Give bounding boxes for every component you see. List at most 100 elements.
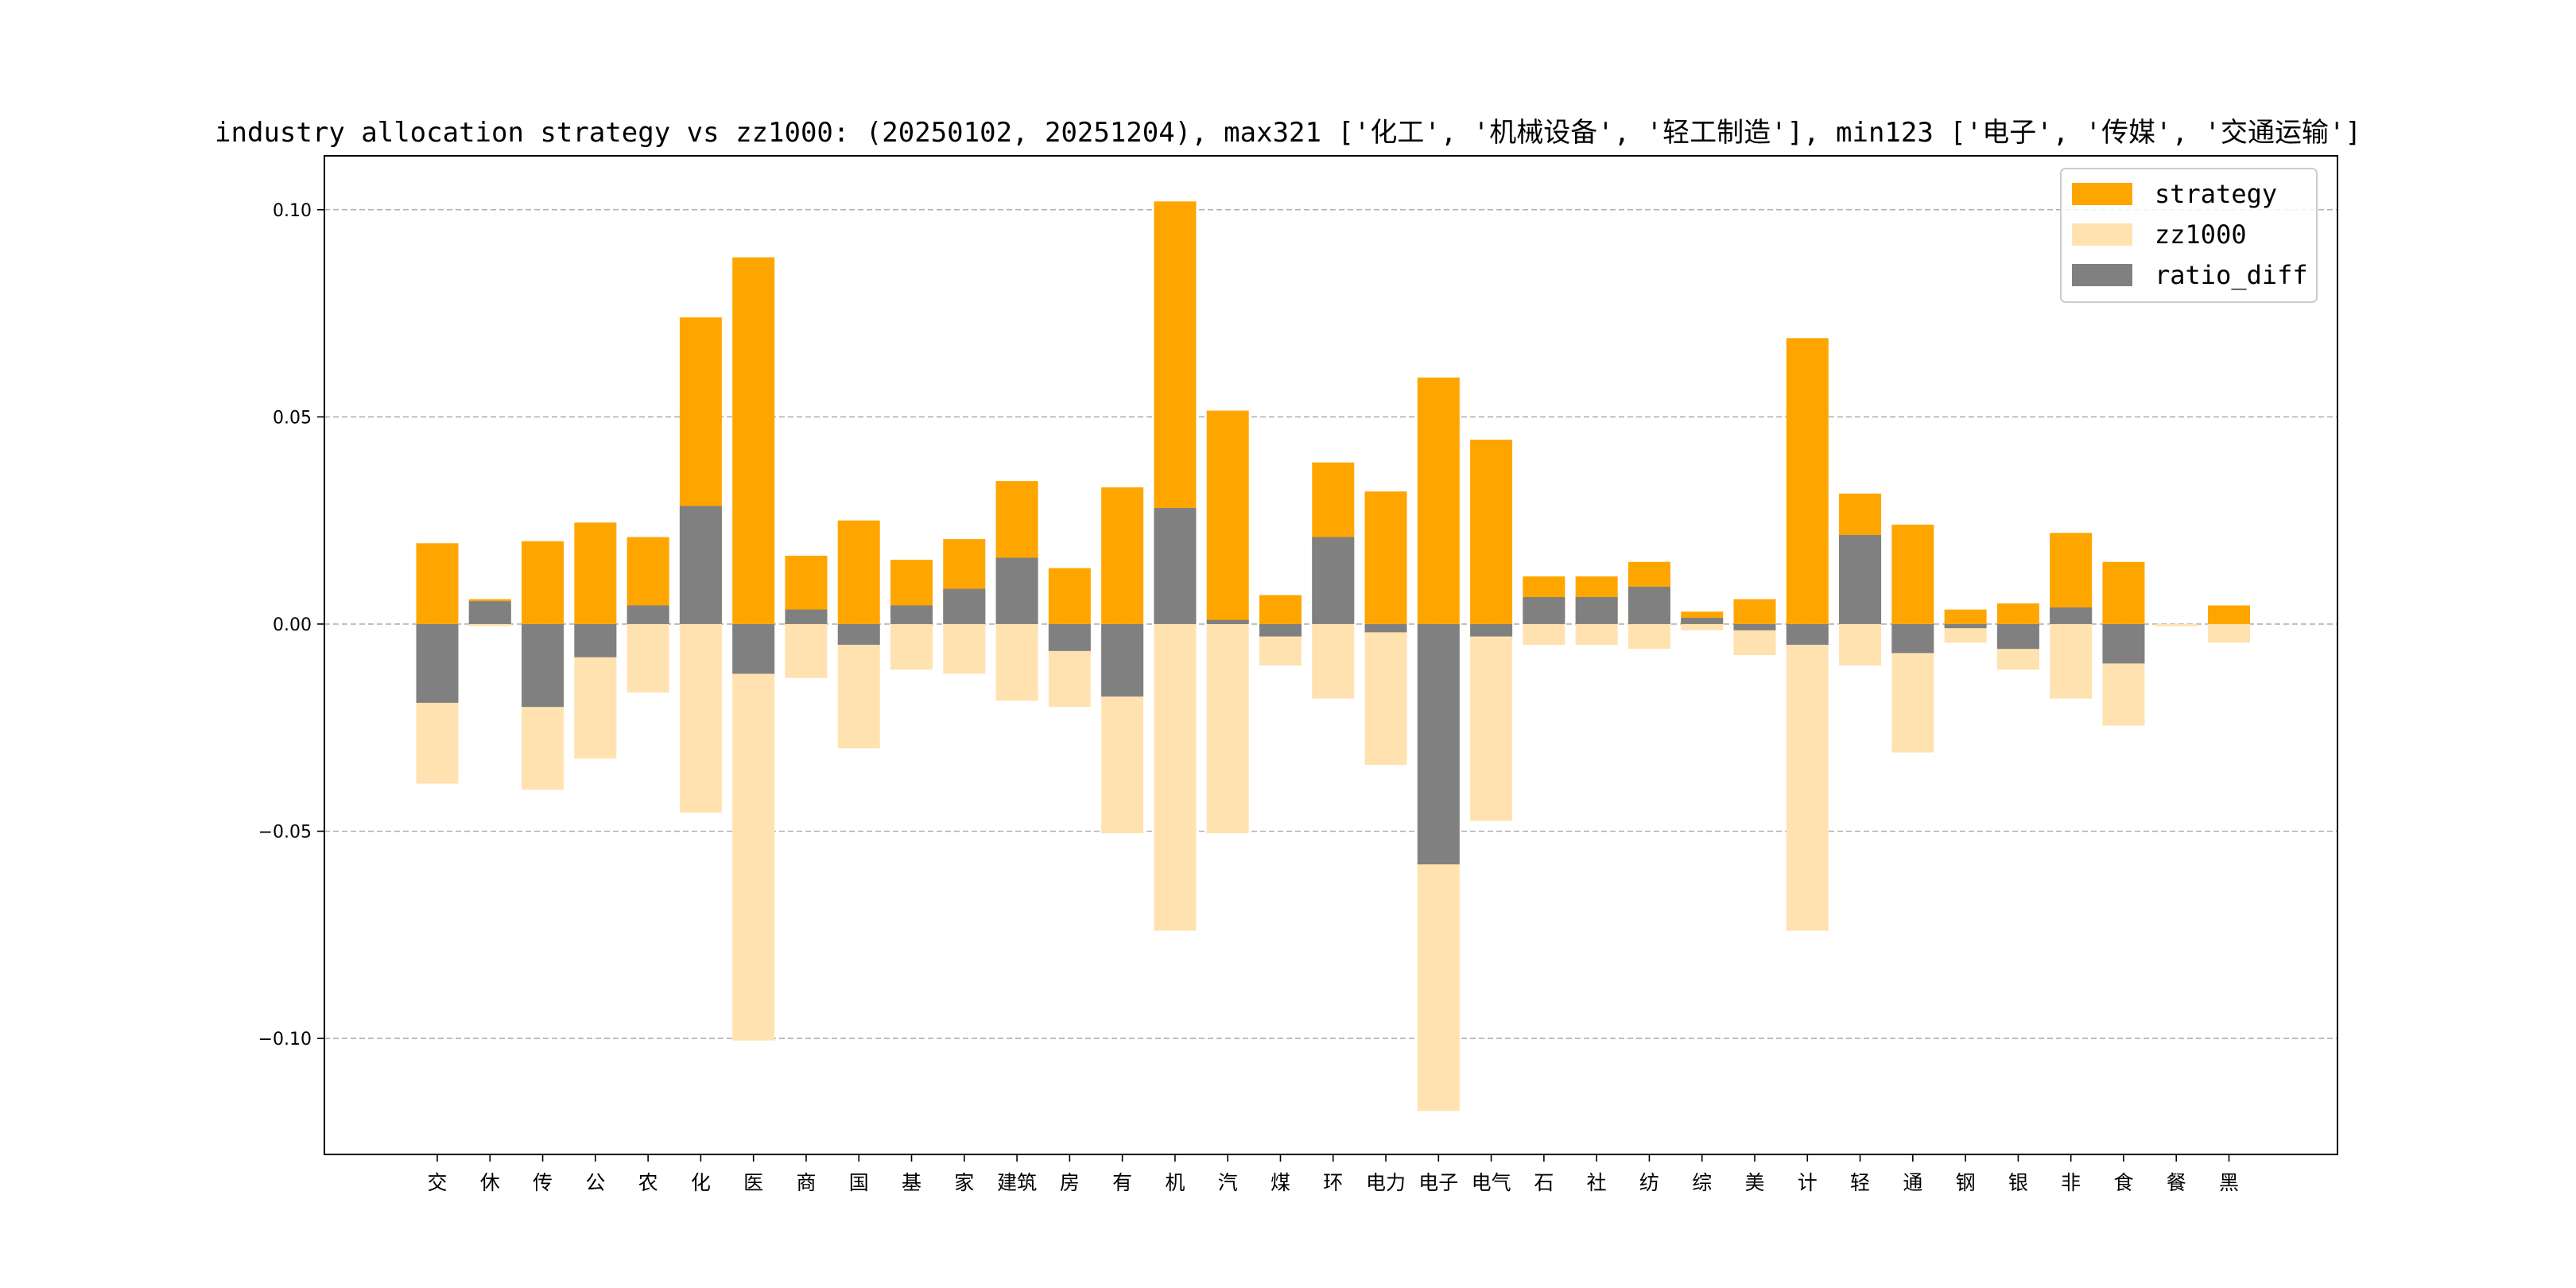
x-tick-label: 休 (480, 1171, 500, 1194)
zz1000-bar (1944, 623, 1987, 643)
strategy-bar (2102, 561, 2145, 624)
strategy-bar (1944, 609, 1987, 624)
x-tick-label: 计 (1798, 1171, 1818, 1194)
ratio-diff-bar (1575, 597, 1618, 624)
x-tick-label: 建筑 (997, 1171, 1037, 1194)
legend-swatch-strategy (2072, 183, 2132, 205)
zz1000-bar (2155, 623, 2198, 627)
ratio-diff-bar (890, 605, 933, 624)
zz1000-bar (995, 623, 1038, 701)
zz1000-bar (1839, 623, 1882, 666)
ratio-diff-bar (1470, 623, 1513, 637)
ratio-diff-bar (1154, 507, 1197, 624)
x-tick-label: 综 (1692, 1171, 1712, 1194)
legend-label: ratio_diff (2155, 260, 2308, 290)
strategy-bar (1206, 410, 1249, 624)
x-tick-label: 农 (638, 1171, 658, 1194)
ratio-diff-bar (732, 623, 775, 674)
x-tick-label: 钢 (1956, 1171, 1976, 1194)
x-tick-label: 电力 (1366, 1171, 1406, 1194)
ratio-diff-bar (1681, 618, 1724, 624)
strategy-bar (1101, 487, 1144, 624)
ratio-diff-bar (2050, 607, 2093, 624)
strategy-bar (837, 520, 880, 624)
x-tick-label: 银 (2008, 1171, 2028, 1194)
strategy-bar (1733, 599, 1776, 624)
x-axis: 交 休 传 公 农 化 医 商 国 基 家建筑房 有 机 汽 煤 环电力 电子 电气石 社 纺 综 美 计 轻 通 钢 银 非 食 餐 黑 (427, 1154, 2239, 1194)
zz1000-bar (1206, 623, 1249, 834)
ratio-diff-bar (1048, 623, 1091, 651)
x-tick-label: 化 (691, 1171, 711, 1194)
x-tick-label: 有 (1112, 1171, 1132, 1194)
zz1000-bar (943, 623, 986, 674)
ratio-diff-bar (1259, 623, 1302, 637)
y-tick-label: 0.05 (273, 408, 312, 428)
x-tick-label: 机 (1165, 1171, 1185, 1194)
strategy-bar (1259, 595, 1302, 624)
ratio-diff-bar (1996, 623, 2039, 650)
zz1000-bar (1364, 623, 1407, 766)
ratio-diff-bar (1364, 623, 1407, 633)
legend: strategy zz1000 ratio_diff (2060, 168, 2318, 303)
x-tick-label: 纺 (1639, 1171, 1659, 1194)
ratio-diff-bar (995, 557, 1038, 624)
x-tick-label: 食 (2113, 1171, 2133, 1194)
strategy-bar (416, 543, 459, 624)
x-tick-label: 汽 (1218, 1171, 1238, 1194)
x-tick-label: 轻 (1850, 1171, 1870, 1194)
zz1000-bar (468, 623, 511, 627)
zz1000-bar (890, 623, 933, 670)
legend-swatch-zz1000 (2072, 223, 2132, 246)
zz1000-bar (1627, 623, 1670, 650)
bars (416, 201, 2251, 1111)
chart-title: industry allocation strategy vs zz1000: … (215, 117, 2361, 149)
x-tick-label: 商 (796, 1171, 816, 1194)
strategy-bar (522, 541, 564, 624)
strategy-bar (732, 257, 775, 624)
x-tick-label: 煤 (1271, 1171, 1290, 1194)
zz1000-bar (1154, 623, 1197, 931)
ratio-diff-bar (468, 601, 511, 624)
ratio-diff-bar (574, 623, 617, 658)
ratio-diff-bar (1417, 623, 1460, 865)
y-tick-label: 0.00 (273, 615, 312, 635)
legend-label: strategy (2155, 179, 2277, 209)
x-tick-label: 石 (1534, 1171, 1554, 1194)
ratio-diff-bar (1206, 619, 1249, 624)
x-tick-label: 家 (954, 1171, 974, 1194)
ratio-diff-bar (1891, 623, 1934, 654)
strategy-bar (2208, 605, 2251, 624)
legend-label: zz1000 (2155, 219, 2247, 250)
x-tick-label: 社 (1587, 1171, 1607, 1194)
y-tick-label: −0.05 (258, 822, 312, 842)
ratio-diff-bar (785, 609, 828, 624)
x-tick-label: 公 (585, 1171, 605, 1194)
x-tick-label: 通 (1903, 1171, 1922, 1194)
x-tick-label: 餐 (2167, 1171, 2186, 1194)
ratio-diff-bar (943, 588, 986, 624)
x-tick-label: 美 (1744, 1171, 1764, 1194)
zz1000-bar (785, 623, 828, 678)
zz1000-bar (1786, 623, 1829, 931)
zz1000-bar (679, 623, 722, 813)
strategy-bar (1470, 439, 1513, 624)
ratio-diff-bar (2102, 623, 2145, 664)
ratio-diff-bar (416, 623, 459, 703)
zz1000-bar (1523, 623, 1565, 645)
zz1000-bar (1470, 623, 1513, 821)
x-tick-label: 非 (2061, 1171, 2081, 1194)
zz1000-bar (2050, 623, 2093, 699)
strategy-bar (574, 522, 617, 624)
ratio-diff-bar (1101, 623, 1144, 697)
plot-frame (324, 155, 2338, 1155)
ratio-diff-bar (1944, 623, 1987, 629)
ratio-diff-bar (1839, 534, 1882, 624)
ratio-diff-bar (1733, 623, 1776, 630)
strategy-bar (1364, 491, 1407, 624)
strategy-bar (1996, 603, 2039, 624)
y-axis: 0.10 0.05 0.00 −0.05 −0.10 (258, 201, 324, 1049)
x-tick-label: 黑 (2219, 1171, 2239, 1194)
ratio-diff-bar (1786, 623, 1829, 645)
strategy-bar (1048, 568, 1091, 624)
